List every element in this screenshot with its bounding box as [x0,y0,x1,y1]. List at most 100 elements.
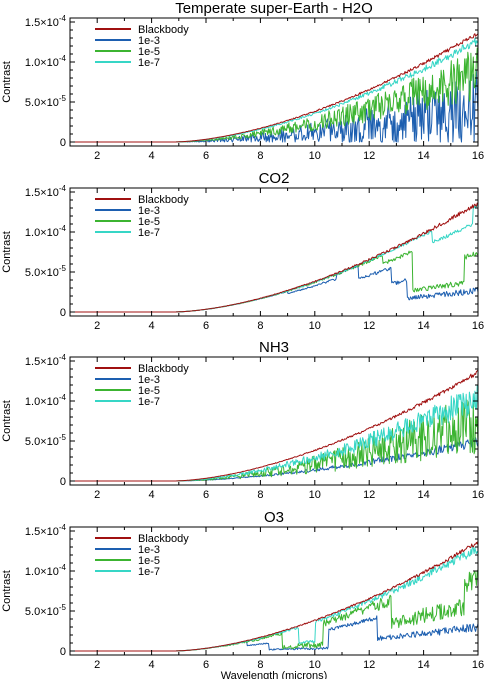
series-line-1e-5 [70,250,479,313]
legend-label: 1e-5 [138,385,160,397]
x-tick-label: 2 [94,150,100,162]
series-line-1e-7 [70,385,479,482]
plot-frame [69,187,479,317]
series-line-1e-3 [70,264,479,313]
x-tick-label: 12 [363,489,375,501]
x-tick-label: 6 [203,489,209,501]
legend-label: 1e-3 [138,544,160,556]
y-tick-label: 5.0×10-5 [25,433,67,448]
series-group [70,202,479,313]
legend-label: 1e-5 [138,555,160,567]
y-tick-label: 0 [60,307,66,319]
y-tick-label: 0 [60,646,66,658]
panel-title: NH3 [259,339,289,356]
series-line-1e-7 [70,204,479,313]
x-tick-label: 16 [472,320,484,332]
legend-label: 1e-7 [138,396,160,408]
series-line-blackbody [70,369,479,482]
x-tick-label: 14 [417,489,429,501]
y-axis-label: Contrast [1,400,13,442]
series-line-blackbody [70,540,479,652]
legend-label: 1e-5 [138,46,160,58]
legend-label: Blackbody [138,533,189,545]
y-tick-label: 5.0×10-5 [25,94,67,109]
x-tick-label: 6 [203,659,209,671]
x-tick-label: 10 [309,320,321,332]
series-line-blackbody [70,202,479,313]
x-tick-label: 10 [309,659,321,671]
y-tick-label: 5.0×10-5 [25,264,67,279]
y-tick-label: 0 [60,137,66,149]
series-line-1e-7 [70,545,479,652]
x-tick-label: 12 [363,659,375,671]
y-axis-label: Contrast [1,231,13,273]
y-tick-label: 1.0×10-4 [25,393,67,408]
x-tick-label: 8 [257,320,263,332]
y-tick-label: 1.0×10-4 [25,224,67,239]
plot-frame [69,17,479,147]
x-tick-label: 4 [149,320,155,332]
panel-1: Temperate super-Earth - H2O 2 4 6 8 10 12 14 16 0… [1,0,484,162]
x-tick-label: 8 [257,150,263,162]
x-tick-label: 8 [257,489,263,501]
x-tick-label: 4 [149,150,155,162]
series-group [70,540,479,652]
panel-4: O3 2 4 6 8 10 12 14 16 0 5.0×10-5 1.0×10-4 1.5×10-4 C… [1,509,484,679]
x-tick-label: 14 [417,659,429,671]
legend-label: 1e-7 [138,566,160,578]
x-tick-label: 4 [149,489,155,501]
y-tick-label: 1.5×10-4 [25,353,67,368]
y-tick-label: 5.0×10-5 [25,603,67,618]
panel-title: Temperate super-Earth - H2O [175,0,373,17]
x-tick-label: 14 [417,150,429,162]
y-tick-label: 1.5×10-4 [25,184,67,199]
x-tick-label: 12 [363,320,375,332]
x-axis-label: Wavelength (microns) [221,670,328,679]
series-group [70,369,479,482]
legend-label: Blackbody [138,194,189,206]
legend-label: 1e-3 [138,374,160,386]
panel-2: CO2 2 4 6 8 10 12 14 16 0 5.0×10-5 1.0×10-4 1.5×10-4… [1,170,484,332]
series-line-blackbody [70,33,479,143]
y-tick-label: 1.5×10-4 [25,523,67,538]
legend-label: Blackbody [138,363,189,375]
y-tick-label: 1.5×10-4 [25,14,67,29]
x-tick-label: 10 [309,489,321,501]
panel-title: O3 [264,509,284,526]
legend-label: 1e-3 [138,205,160,217]
x-tick-label: 12 [363,150,375,162]
legend-label: 1e-3 [138,35,160,47]
y-axis-label: Contrast [1,61,13,103]
panel-3: NH3 2 4 6 8 10 12 14 16 0 5.0×10-5 1.0×10-4 1.5×10-4… [1,339,484,501]
plot-frame [69,526,479,656]
x-tick-label: 2 [94,659,100,671]
legend-label: 1e-5 [138,216,160,228]
x-tick-label: 8 [257,659,263,671]
x-tick-label: 16 [472,489,484,501]
x-tick-label: 10 [309,150,321,162]
x-tick-label: 2 [94,320,100,332]
y-tick-label: 0 [60,476,66,488]
x-tick-label: 14 [417,320,429,332]
legend-label: Blackbody [138,24,189,36]
series-group [70,33,479,143]
x-tick-label: 16 [472,150,484,162]
series-line-1e-5 [70,399,479,482]
x-tick-label: 2 [94,489,100,501]
x-tick-label: 16 [472,659,484,671]
y-tick-label: 1.0×10-4 [25,563,67,578]
y-axis-label: Contrast [1,570,13,612]
series-line-1e-3 [70,437,479,482]
plot-frame [69,356,479,486]
legend-label: 1e-7 [138,57,160,69]
x-tick-label: 6 [203,320,209,332]
y-tick-label: 1.0×10-4 [25,54,67,69]
legend-label: 1e-7 [138,227,160,239]
x-tick-label: 4 [149,659,155,671]
x-tick-label: 6 [203,150,209,162]
